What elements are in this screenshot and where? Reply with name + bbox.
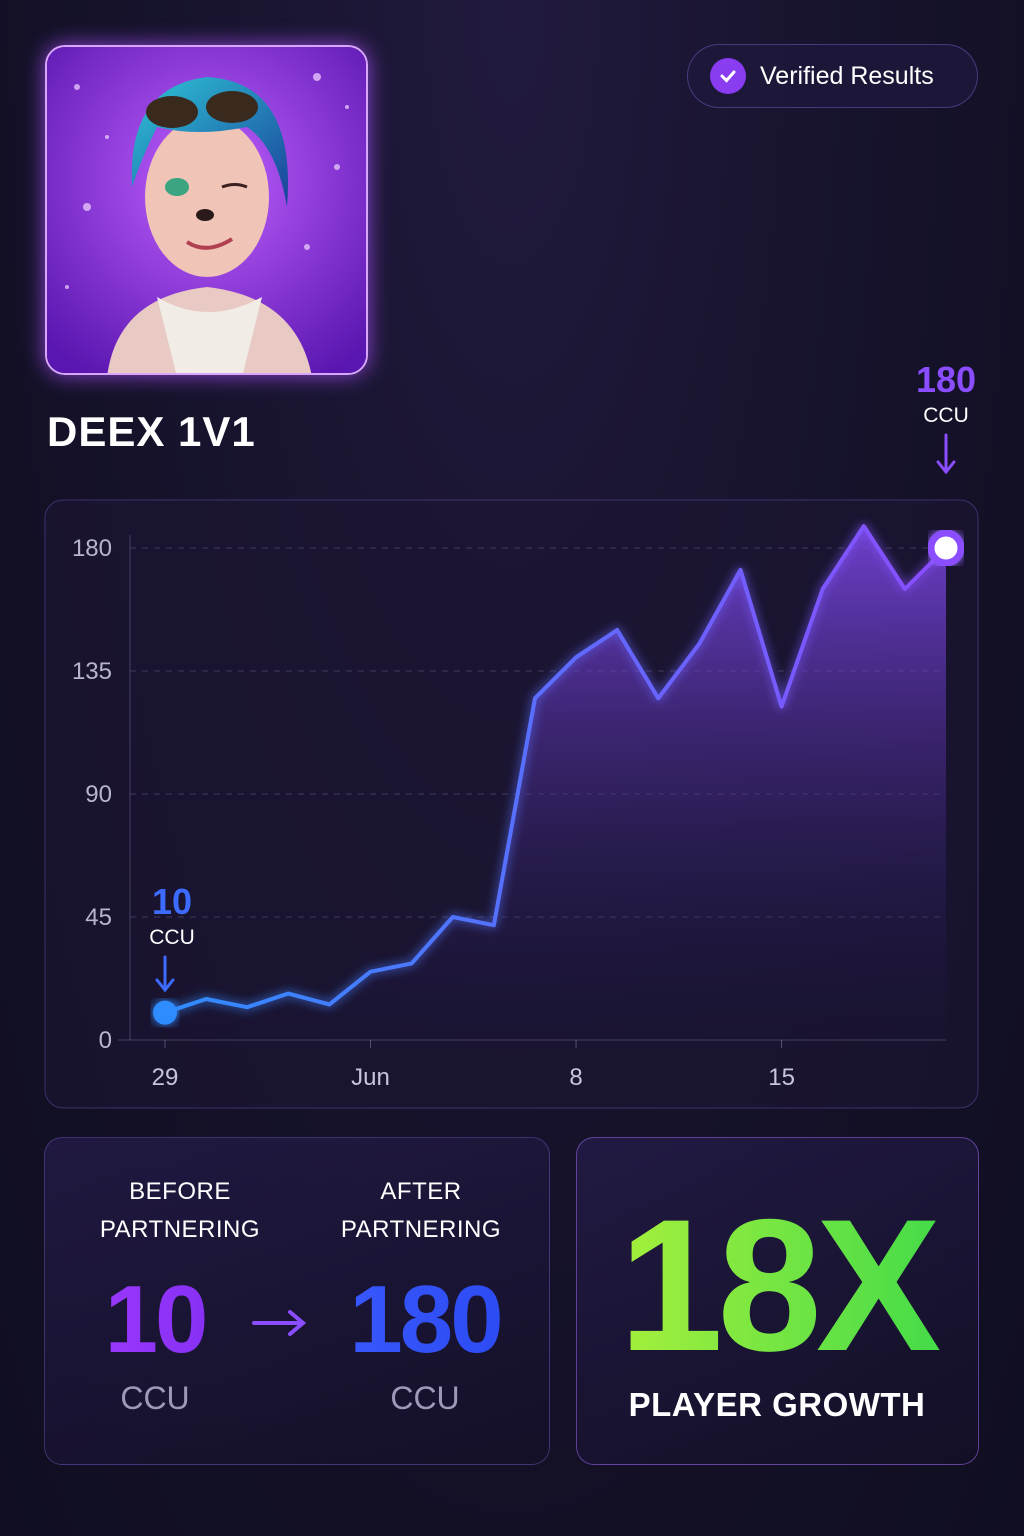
value-unit: CCU [923, 404, 969, 427]
after-unit: CCU [390, 1380, 460, 1416]
x-tick-label: 8 [569, 1064, 582, 1091]
end-point [927, 529, 965, 567]
start-point [153, 1000, 177, 1025]
annotation-arrow [155, 955, 175, 993]
x-tick-label: 15 [768, 1064, 795, 1091]
game-thumbnail [45, 45, 368, 375]
verified-badge: Verified Results [687, 44, 978, 108]
value-label: 180 [916, 359, 976, 400]
before-value: 10 [35, 1265, 275, 1375]
growth-label: PLAYER GROWTH [628, 1386, 926, 1423]
before-unit: CCU [120, 1380, 190, 1416]
annotation-arrow [936, 433, 956, 475]
value-label: 10 [152, 881, 192, 922]
value-unit: CCU [149, 926, 195, 949]
y-tick-label: 180 [72, 535, 112, 562]
y-tick-label: 135 [72, 658, 112, 685]
check-icon [710, 58, 746, 94]
thumbnail-art [47, 47, 366, 373]
area [165, 526, 946, 1040]
chart: 0 45 90 135 180 29 Jun 8 15 10 CCU 180 CCU [44, 359, 979, 1109]
line [164, 524, 948, 1015]
after-label: AFTER PARTNERING [340, 1178, 502, 1243]
growth-card [576, 1137, 979, 1465]
y-tick-label: 90 [85, 781, 112, 808]
growth-value: 18X [576, 1185, 978, 1385]
x-tick-label: 29 [152, 1064, 179, 1091]
y-tick-label: 0 [99, 1027, 112, 1054]
after-value: 180 [305, 1265, 545, 1375]
x-tick-label: Jun [351, 1064, 390, 1091]
before-label: BEFORE PARTNERING [99, 1178, 261, 1243]
badge-text: Verified Results [760, 61, 934, 90]
y-tick-label: 45 [85, 904, 112, 931]
game-title: DEEX 1V1 [47, 408, 256, 455]
comparison-card [44, 1137, 550, 1465]
arrow [252, 1310, 307, 1336]
